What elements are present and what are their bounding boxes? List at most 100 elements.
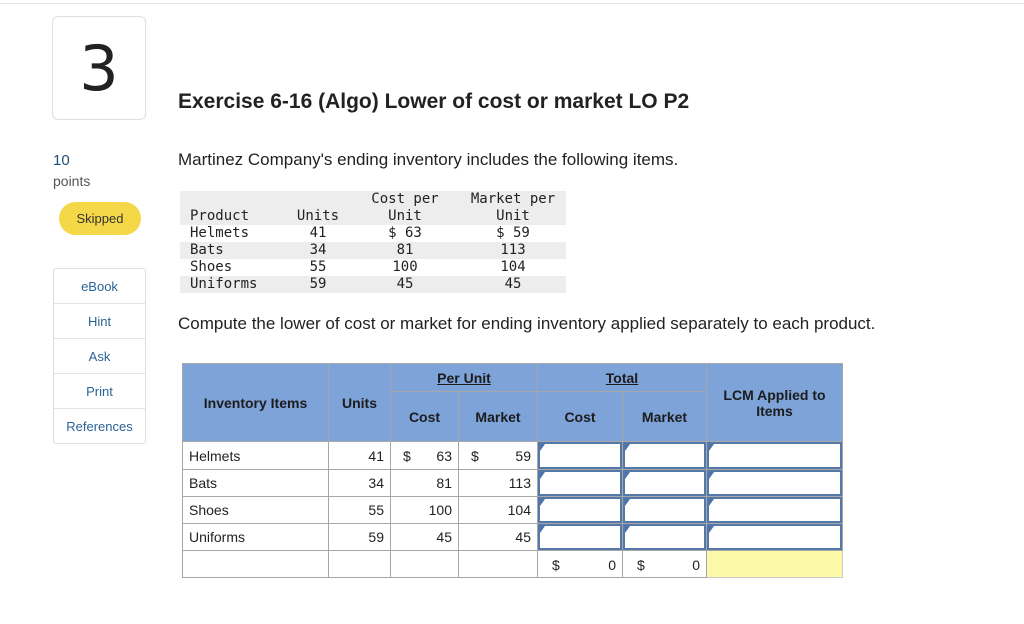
references-link[interactable]: References: [66, 418, 133, 434]
total-market-input[interactable]: [622, 523, 707, 551]
total-market-value: 0: [692, 557, 700, 573]
dropdown-marker-icon: [709, 472, 714, 479]
header-lcm-applied: LCM Applied to Items: [706, 363, 843, 442]
cost-currency: $: [403, 447, 411, 464]
item-unit-cost: $63: [390, 441, 459, 470]
header-unit-cost: Cost: [390, 391, 459, 442]
given-market: 104: [500, 259, 526, 275]
total-market-input[interactable]: [622, 496, 707, 524]
given-units: 59: [309, 276, 327, 292]
item-name: Helmets: [182, 441, 329, 470]
header-inventory-items: Inventory Items: [182, 363, 329, 442]
dropdown-marker-icon: [709, 444, 714, 451]
given-product: Bats: [190, 242, 224, 258]
item-unit-cost: 81: [390, 469, 459, 497]
total-cost-input[interactable]: [537, 496, 623, 524]
item-unit-cost: 100: [390, 496, 459, 524]
dropdown-marker-icon: [625, 499, 630, 506]
given-header-row-2: Product Units Unit Unit: [180, 208, 566, 225]
header-total-market: Market: [622, 391, 707, 442]
given-header-market: Market per: [470, 191, 556, 207]
given-row: Helmets 41 $ 63 $ 59: [180, 225, 566, 242]
exercise-title: Exercise 6-16 (Algo) Lower of cost or ma…: [178, 90, 690, 113]
given-header-units: Units: [296, 208, 340, 224]
total-cost-currency: $: [552, 557, 560, 573]
dropdown-marker-icon: [540, 444, 545, 451]
table-row: Uniforms 59 45 45: [182, 523, 843, 551]
given-row: Shoes 55 100 104: [180, 259, 566, 276]
item-unit-cost: 45: [390, 523, 459, 551]
given-inventory-table: Cost per Market per Product Units Unit U…: [180, 191, 566, 295]
table-row: Shoes 55 100 104: [182, 496, 843, 524]
item-unit-market: $59: [458, 441, 538, 470]
given-market: 45: [504, 276, 522, 292]
total-cost-value: 0: [608, 557, 616, 573]
dropdown-marker-icon: [540, 526, 545, 533]
hint-link[interactable]: Hint: [54, 304, 145, 339]
dropdown-marker-icon: [625, 444, 630, 451]
given-header-cost-unit: Unit: [388, 208, 422, 224]
item-units: 59: [328, 523, 391, 551]
header-total: Total: [537, 363, 707, 392]
print-link[interactable]: Print: [54, 374, 145, 409]
item-name: Bats: [182, 469, 329, 497]
total-market-input[interactable]: [622, 469, 707, 497]
header-per-unit-label: Per Unit: [437, 369, 491, 386]
market-value: 59: [515, 447, 531, 464]
totals-units-cell: [328, 550, 391, 578]
totals-unit-market-cell: [458, 550, 538, 578]
lcm-input[interactable]: [706, 441, 843, 470]
given-cost: $ 63: [388, 225, 422, 241]
given-cost: 100: [392, 259, 418, 275]
item-units: 34: [328, 469, 391, 497]
top-divider: [0, 3, 1024, 4]
item-units: 41: [328, 441, 391, 470]
dropdown-marker-icon: [540, 499, 545, 506]
intro-text: Martinez Company's ending inventory incl…: [178, 150, 679, 169]
lcm-input[interactable]: [706, 496, 843, 524]
total-cost-input[interactable]: [537, 441, 623, 470]
item-name: Shoes: [182, 496, 329, 524]
total-cost-sum: $0: [537, 550, 623, 578]
given-header-cost: Cost per: [371, 191, 439, 207]
table-row: Helmets 41 $63 $59: [182, 441, 843, 470]
side-links-panel: eBook Hint Ask Print References: [53, 268, 146, 444]
total-market-input[interactable]: [622, 441, 707, 470]
lcm-answer-table: Inventory Items Units Per Unit Total LCM…: [182, 363, 843, 578]
given-header-product: Product: [190, 208, 250, 224]
given-units: 41: [309, 225, 327, 241]
total-market-currency: $: [637, 557, 645, 573]
given-product: Uniforms: [190, 276, 258, 292]
given-product: Helmets: [190, 225, 250, 241]
header-per-unit: Per Unit: [390, 363, 538, 392]
dropdown-marker-icon: [625, 472, 630, 479]
given-market: $ 59: [496, 225, 530, 241]
lcm-total-cell[interactable]: [706, 550, 843, 578]
dropdown-marker-icon: [709, 499, 714, 506]
ebook-link[interactable]: eBook: [54, 269, 145, 304]
given-header-row-1: Cost per Market per: [180, 191, 566, 208]
given-header-market-unit: Unit: [496, 208, 530, 224]
given-product: Shoes: [190, 259, 233, 275]
market-currency: $: [471, 447, 479, 464]
total-cost-input[interactable]: [537, 469, 623, 497]
lcm-input[interactable]: [706, 523, 843, 551]
given-units: 55: [309, 259, 327, 275]
given-market: 113: [500, 242, 526, 258]
points-label: points: [53, 173, 91, 189]
item-unit-market: 45: [458, 523, 538, 551]
instruction-text: Compute the lower of cost or market for …: [178, 314, 876, 333]
given-cost: 45: [396, 276, 414, 292]
given-row: Uniforms 59 45 45: [180, 276, 566, 293]
total-cost-input[interactable]: [537, 523, 623, 551]
points-value: 10: [53, 152, 70, 169]
lcm-input[interactable]: [706, 469, 843, 497]
dropdown-marker-icon: [540, 472, 545, 479]
item-units: 55: [328, 496, 391, 524]
item-unit-market: 104: [458, 496, 538, 524]
totals-row: $0 $0: [182, 550, 843, 578]
ask-link[interactable]: Ask: [54, 339, 145, 374]
header-total-cost: Cost: [537, 391, 623, 442]
header-total-label: Total: [605, 369, 639, 386]
table-row: Bats 34 81 113: [182, 469, 843, 497]
